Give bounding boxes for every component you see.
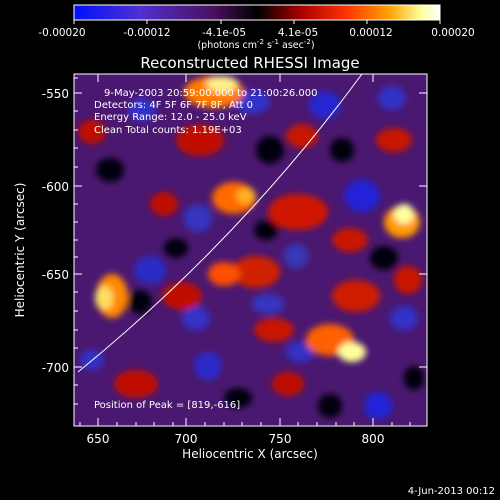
plot-title: Reconstructed RHESSI Image (140, 54, 359, 72)
peak-position-label: Position of Peak = [819,-616] (94, 400, 240, 411)
solar-limb-line (77, 73, 363, 373)
observation-info: 9-May-2003 20:59:00.000 to 21:00:26.000 … (94, 88, 317, 136)
colorbar-unit-label: (photons cm-2 s-1 asec-2) (197, 38, 314, 51)
y-axis-label: Heliocentric Y (arcsec) (13, 183, 27, 318)
info-detectors: Detectors: 4F 5F 6F 7F 8F, Att 0 (94, 100, 253, 111)
x-tick-label: 700 (175, 432, 198, 446)
colorbar-tick-label: -0.00012 (123, 27, 170, 39)
y-tick-label: -700 (42, 361, 69, 375)
colorbar-tick-label: -0.00020 (38, 27, 85, 39)
y-tick-label: -650 (42, 268, 69, 282)
x-tick-label: 800 (362, 432, 385, 446)
colorbar-tick-label: 4.1e-05 (278, 27, 318, 39)
x-axis-label: Heliocentric X (arcsec) (182, 447, 318, 461)
colorbar: -0.00020 -0.00012 -4.1e-05 4.1e-05 0.000… (38, 4, 475, 51)
info-energy-range: Energy Range: 12.0 - 25.0 keV (94, 112, 247, 123)
y-tick-label: -600 (42, 180, 69, 194)
footer-date: 4-Jun-2013 00:12 (408, 486, 495, 497)
axis-ticks (74, 74, 427, 426)
info-clean-counts: Clean Total counts: 1.19E+03 (94, 125, 242, 136)
y-tick-label: -550 (42, 87, 69, 101)
info-time-range: 9-May-2003 20:59:00.000 to 21:00:26.000 (104, 88, 317, 99)
colorbar-tick-label: 0.00012 (349, 27, 392, 39)
colorbar-tick-label: 0.00020 (431, 27, 474, 39)
x-tick-label: 650 (87, 432, 110, 446)
rhessi-image (74, 74, 427, 426)
colorbar-gradient (74, 5, 440, 20)
plot-frame (73, 73, 428, 427)
x-tick-label: 750 (269, 432, 292, 446)
colorbar-tick-label: -4.1e-05 (202, 27, 246, 39)
